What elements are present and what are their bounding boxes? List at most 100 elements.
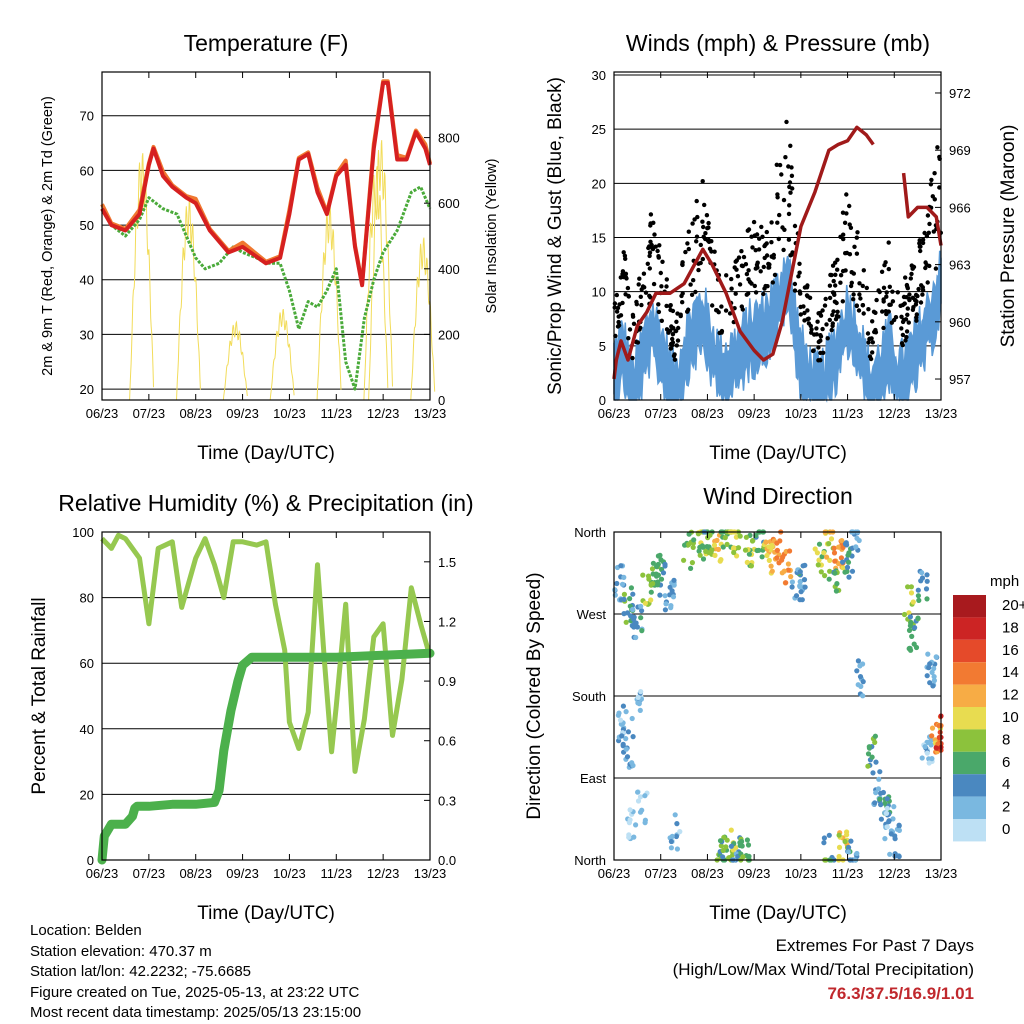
humidity-title: Relative Humidity (%) & Precipitation (i… (58, 490, 473, 516)
direction-point (633, 822, 639, 828)
y-tick-label: 30 (80, 327, 94, 342)
gust-point (865, 331, 871, 336)
gust-point (709, 249, 714, 254)
gust-point (754, 232, 760, 237)
direction-point (798, 589, 804, 595)
direction-point (623, 746, 630, 752)
gust-point (824, 322, 829, 327)
gust-point (928, 182, 934, 187)
direction-point (724, 837, 730, 843)
gust-point (777, 212, 782, 218)
gust-point (703, 231, 708, 236)
gust-point (844, 211, 849, 216)
gust-point (906, 320, 911, 325)
gust-point (905, 306, 910, 311)
direction-point (915, 587, 921, 593)
direction-point (846, 574, 852, 580)
gust-point (834, 313, 840, 319)
direction-point (655, 553, 662, 559)
gust-point (847, 203, 852, 209)
colorbar-label: 10 (1002, 709, 1019, 726)
gust-point (890, 299, 896, 304)
y2-tick-label: 960 (949, 315, 971, 330)
gust-point (626, 293, 631, 299)
y2-tick-label: 0.9 (438, 674, 456, 689)
x-tick-label: 08/23 (691, 866, 724, 881)
gust-point (935, 145, 940, 150)
gust-point (616, 314, 621, 319)
gust-point (895, 290, 900, 295)
gust-point (816, 311, 821, 316)
gust-point (788, 253, 793, 258)
gust-point (833, 272, 838, 277)
direction-point (717, 558, 723, 564)
gust-point (670, 340, 676, 345)
direction-point (910, 599, 916, 605)
colorbar-label: 16 (1002, 642, 1019, 659)
direction-point (915, 615, 921, 621)
direction-point (845, 849, 852, 855)
gust-point (880, 309, 885, 314)
gust-point (866, 340, 871, 345)
gust-point (664, 284, 669, 289)
direction-point (831, 545, 837, 551)
gust-point (784, 119, 789, 125)
direction-point (831, 550, 838, 556)
direction-point (774, 540, 780, 546)
colorbar-swatch (953, 639, 986, 663)
direction-point (844, 829, 850, 835)
direction-point (635, 798, 642, 804)
gust-point (870, 340, 875, 345)
gust-point (693, 289, 698, 295)
y2-tick-label: 963 (949, 258, 971, 273)
direction-point (754, 547, 760, 554)
gust-point (700, 256, 705, 262)
gust-point (719, 328, 725, 334)
direction-point (648, 589, 654, 595)
direction-point (728, 843, 735, 849)
colorbar-label: 0 (1002, 821, 1010, 838)
direction-point (621, 596, 627, 603)
gust-point (842, 220, 848, 225)
gust-point (860, 283, 865, 289)
direction-point (726, 855, 732, 861)
gust-point (769, 254, 774, 259)
direction-point (650, 560, 657, 566)
direction-point (672, 812, 678, 818)
direction-point (821, 840, 827, 846)
gust-point (780, 225, 785, 230)
y2-tick-label: 1.5 (438, 555, 456, 570)
direction-point (700, 544, 706, 550)
humidity-ylabel: Percent & Total Rainfall (29, 597, 50, 794)
gust-point (890, 289, 895, 294)
direction-point (635, 694, 641, 701)
y-tick-label: 30 (592, 68, 606, 83)
gust-point (861, 268, 866, 273)
gust-point (741, 254, 747, 260)
direction-point (896, 853, 902, 860)
colorbar-swatch (953, 662, 986, 685)
gust-point (884, 290, 889, 295)
direction-point (766, 544, 772, 550)
direction-point (707, 532, 713, 538)
direction-point (654, 564, 660, 570)
direction-point (728, 827, 734, 833)
gust-point (882, 263, 887, 268)
gust-point (886, 240, 891, 245)
direction-point (638, 603, 644, 609)
x-tick-label: 10/23 (785, 406, 818, 421)
direction-point (630, 606, 636, 613)
gust-point (851, 292, 856, 297)
direction-point (908, 590, 915, 596)
gust-point (623, 271, 629, 276)
plot-frame (613, 71, 942, 401)
direction-point (734, 553, 740, 559)
gust-point (746, 227, 752, 232)
gust-point (822, 303, 828, 308)
y-tick-label: 80 (80, 591, 94, 606)
direction-point (834, 581, 840, 587)
direction-point (918, 578, 924, 584)
gust-point (887, 302, 892, 307)
gust-point (656, 302, 661, 307)
gust-point (712, 249, 717, 254)
